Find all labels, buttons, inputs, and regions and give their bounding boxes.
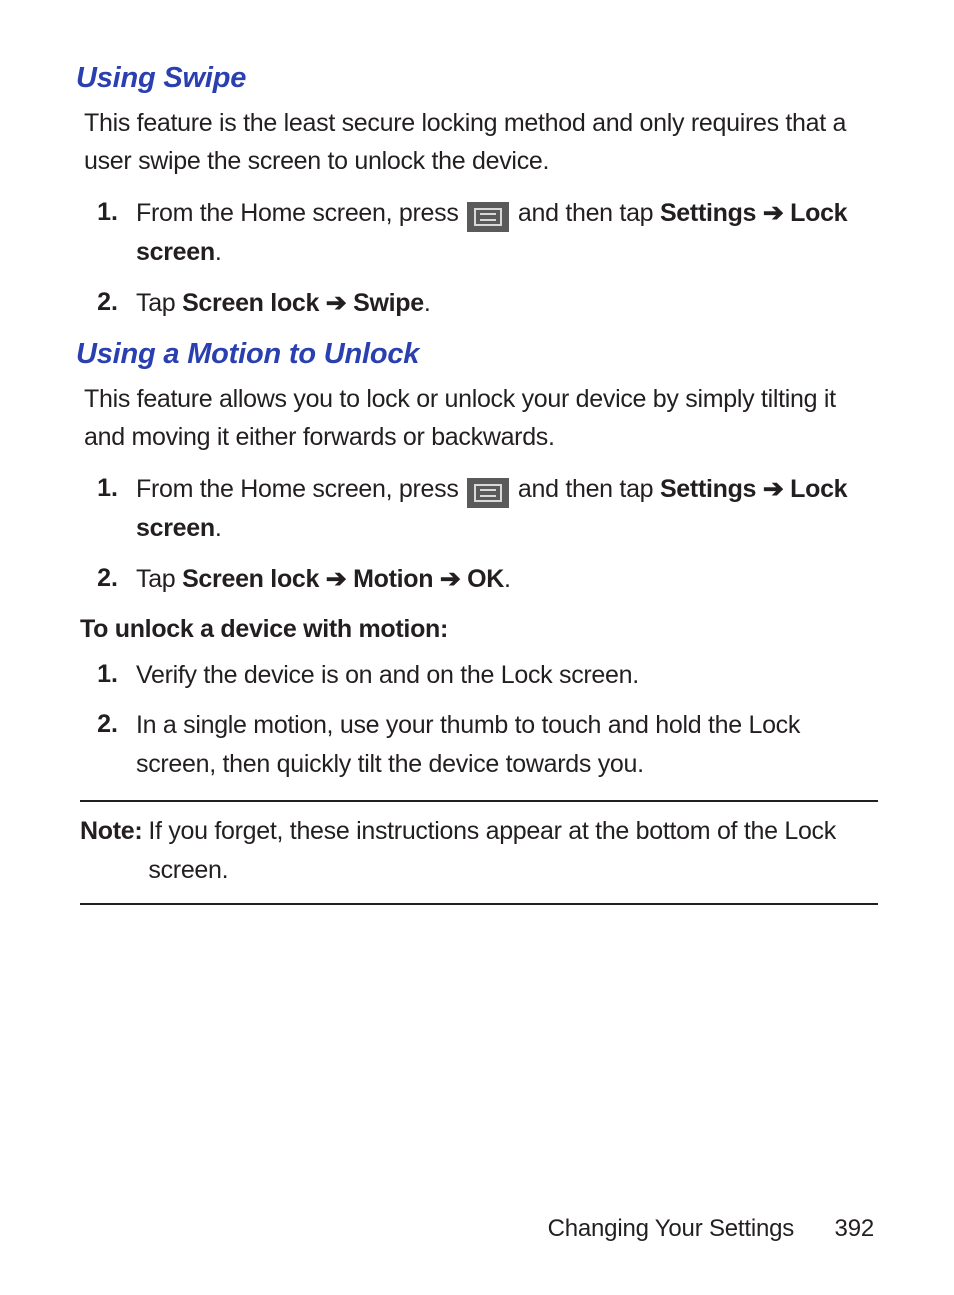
page-footer: Changing Your Settings 392 (548, 1215, 874, 1243)
arrow-icon: ➔ (763, 475, 790, 503)
step-item: 2. Tap Screen lock ➔ Motion ➔ OK. (76, 560, 878, 599)
bold-ok: OK (467, 565, 504, 593)
step-text: Verify the device is on and on the Lock … (136, 656, 878, 695)
bold-settings: Settings (660, 199, 756, 227)
step-text: From the Home screen, press and then tap… (136, 470, 878, 548)
text-run: . (215, 514, 222, 542)
arrow-icon: ➔ (440, 565, 467, 593)
step-number: 1. (76, 656, 136, 694)
text-run: From the Home screen, press (136, 199, 465, 227)
step-number: 2. (76, 284, 136, 322)
sub-steps-unlock-motion: 1. Verify the device is on and on the Lo… (76, 656, 878, 784)
arrow-icon: ➔ (326, 289, 353, 317)
text-run: . (215, 238, 222, 266)
text-run: From the Home screen, press (136, 475, 465, 503)
text-run: and then tap (518, 475, 660, 503)
step-number: 2. (76, 706, 136, 744)
step-number: 1. (76, 470, 136, 508)
menu-icon (467, 478, 509, 508)
bold-screen-lock: Screen lock (182, 289, 319, 317)
menu-icon (467, 202, 509, 232)
step-item: 2. Tap Screen lock ➔ Swipe. (76, 284, 878, 323)
step-item: 1. Verify the device is on and on the Lo… (76, 656, 878, 695)
step-text: From the Home screen, press and then tap… (136, 194, 878, 272)
arrow-icon: ➔ (763, 199, 790, 227)
note-label: Note: (80, 812, 148, 890)
footer-page-number: 392 (835, 1215, 874, 1242)
arrow-icon: ➔ (326, 565, 353, 593)
text-run: Tap (136, 565, 182, 593)
document-page: Using Swipe This feature is the least se… (0, 0, 954, 905)
step-text: Tap Screen lock ➔ Motion ➔ OK. (136, 560, 878, 599)
bold-settings: Settings (660, 475, 756, 503)
note-body: If you forget, these instructions appear… (148, 812, 878, 890)
note-block: Note: If you forget, these instructions … (80, 800, 878, 906)
step-item: 1. From the Home screen, press and then … (76, 470, 878, 548)
heading-using-motion: Using a Motion to Unlock (76, 338, 878, 371)
bold-screen-lock: Screen lock (182, 565, 319, 593)
text-run: and then tap (518, 199, 660, 227)
step-text: Tap Screen lock ➔ Swipe. (136, 284, 878, 323)
step-number: 2. (76, 560, 136, 598)
step-number: 1. (76, 194, 136, 232)
bold-motion: Motion (353, 565, 433, 593)
steps-using-swipe: 1. From the Home screen, press and then … (76, 194, 878, 322)
text-run: Tap (136, 289, 182, 317)
intro-using-motion: This feature allows you to lock or unloc… (84, 381, 878, 456)
sub-heading-unlock-motion: To unlock a device with motion: (80, 615, 878, 644)
footer-chapter: Changing Your Settings (548, 1215, 794, 1242)
step-item: 1. From the Home screen, press and then … (76, 194, 878, 272)
intro-using-swipe: This feature is the least secure locking… (84, 105, 878, 180)
step-text: In a single motion, use your thumb to to… (136, 706, 878, 784)
heading-using-swipe: Using Swipe (76, 62, 878, 95)
text-run: . (504, 565, 511, 593)
step-item: 2. In a single motion, use your thumb to… (76, 706, 878, 784)
bold-swipe: Swipe (353, 289, 424, 317)
steps-using-motion: 1. From the Home screen, press and then … (76, 470, 878, 598)
text-run: . (424, 289, 431, 317)
